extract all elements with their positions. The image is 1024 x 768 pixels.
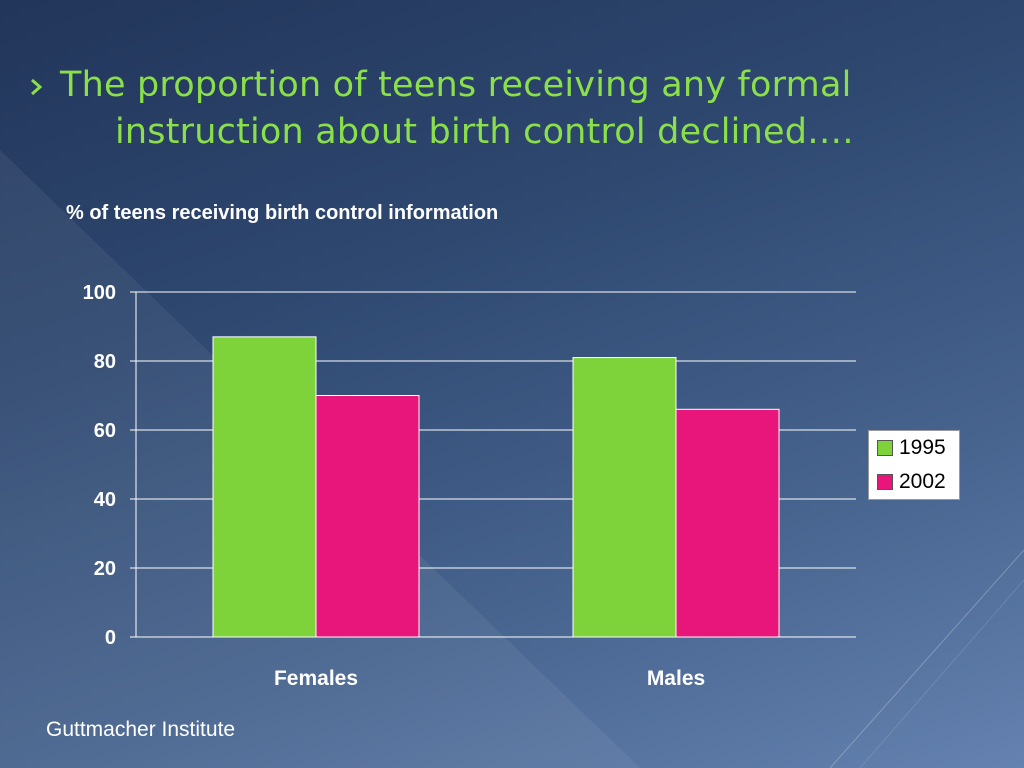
chart-legend: 1995 2002 <box>868 430 960 500</box>
y-tick-label-60: 60 <box>94 420 116 442</box>
y-tick-label-100: 100 <box>83 282 116 304</box>
y-tick-label-80: 80 <box>94 351 116 373</box>
x-tick-label-males: Males <box>647 667 705 690</box>
slide-title-line-2: instruction about birth control declined… <box>115 112 854 152</box>
chart-title: % of teens receiving birth control infor… <box>66 202 499 224</box>
legend-label-1995: 1995 <box>899 436 946 459</box>
source-credit: Guttmacher Institute <box>46 718 236 741</box>
legend-swatch-1995 <box>877 440 893 456</box>
legend-swatch-2002 <box>877 474 893 490</box>
x-tick-label-females: Females <box>274 667 358 690</box>
legend-item-1995: 1995 <box>877 436 946 459</box>
bar-males-1995 <box>572 357 677 638</box>
y-tick-label-20: 20 <box>94 558 116 580</box>
bar-males-2002 <box>675 408 780 638</box>
y-tick-label-40: 40 <box>94 489 116 511</box>
slide-title-line-1: The proportion of teens receiving any fo… <box>60 65 852 105</box>
bar-females-1995 <box>212 336 317 638</box>
legend-item-2002: 2002 <box>877 470 946 493</box>
slide-title: The proportion of teens receiving any fo… <box>60 62 980 156</box>
bullet-arrow-icon <box>31 78 42 96</box>
bar-females-2002 <box>315 395 420 638</box>
y-tick-label-0: 0 <box>105 627 116 649</box>
legend-label-2002: 2002 <box>899 470 946 493</box>
